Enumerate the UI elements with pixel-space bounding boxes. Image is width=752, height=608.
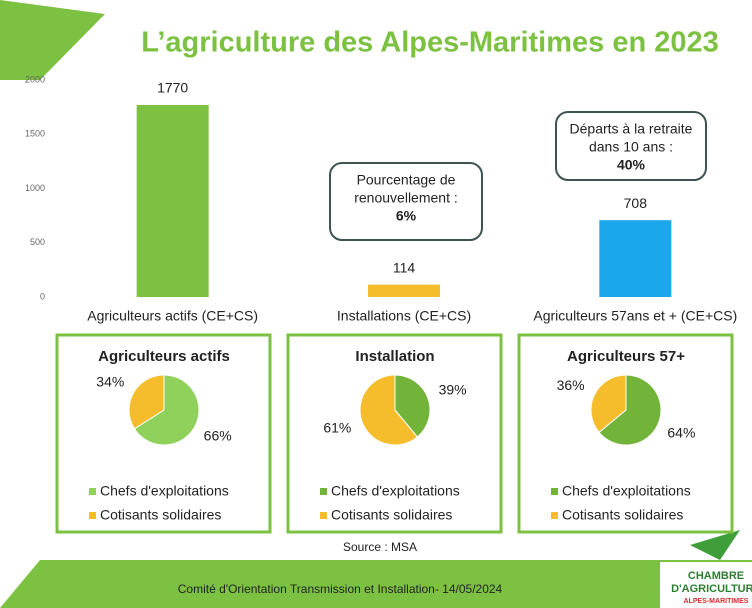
slide-title: L’agriculture des Alpes-Maritimes en 202… (141, 27, 719, 59)
pie-slice (128, 374, 165, 430)
slice-label: 36% (557, 377, 585, 393)
y-tick-label: 1500 (25, 129, 45, 139)
corner-triangle (0, 0, 105, 80)
annotation-box (555, 111, 707, 181)
pie-slice (590, 374, 627, 434)
legend-label: Chefs d'exploitations (331, 483, 460, 499)
annotation-box (329, 162, 483, 241)
footer-text: Comité d'Orientation Transmission et Ins… (178, 582, 503, 596)
y-tick-label: 1000 (25, 183, 45, 193)
legend-label: Chefs d'exploitations (562, 483, 691, 499)
legend-swatch (551, 488, 558, 495)
slice-label: 39% (439, 382, 467, 398)
slice-label: 66% (204, 428, 232, 444)
pie-title: Agriculteurs actifs (98, 348, 230, 365)
annotation-text: dans 10 ans : (589, 139, 673, 155)
legend-swatch (551, 512, 558, 519)
value-label: 708 (624, 195, 648, 211)
annotation-emphasis: 40% (617, 157, 646, 173)
logo-text: ALPES-MARITIMES (684, 598, 749, 605)
pie-title: Installation (355, 348, 434, 365)
pie-slice (598, 374, 662, 446)
pie-title: Agriculteurs 57+ (567, 348, 685, 365)
annotation-emphasis: 6% (396, 208, 417, 224)
annotation-text: Pourcentage de (357, 172, 456, 188)
slice-label: 61% (323, 420, 351, 436)
logo-text: CHAMBRE (688, 570, 744, 582)
source: Source : MSA (343, 540, 417, 554)
annotation-text: Départs à la retraite (570, 121, 693, 137)
legend-swatch (320, 512, 327, 519)
x-tick-label: Installations (CE+CS) (337, 308, 471, 324)
value-label: 114 (393, 259, 416, 275)
y-tick-label: 500 (30, 237, 45, 247)
legend-label: Cotisants solidaires (331, 507, 452, 523)
logo-bg (660, 562, 752, 608)
slice-label: 34% (96, 374, 124, 390)
x-tick-label: Agriculteurs 57ans et + (CE+CS) (533, 308, 737, 324)
bar (136, 104, 209, 297)
y-tick-label: 2000 (25, 74, 45, 84)
bar (368, 284, 440, 297)
pie-slice (133, 374, 200, 446)
legend-label: Cotisants solidaires (100, 507, 221, 523)
slice-label: 64% (667, 425, 695, 441)
logo-text: D'AGRICULTURE (671, 583, 752, 595)
x-tick-label: Agriculteurs actifs (CE+CS) (87, 308, 258, 324)
pie-slice (394, 374, 431, 438)
legend-swatch (89, 512, 96, 519)
pie-slice (359, 374, 419, 446)
y-tick-label: 0 (40, 291, 45, 301)
bar (599, 220, 672, 297)
legend-label: Cotisants solidaires (562, 507, 683, 523)
legend-swatch (320, 488, 327, 495)
footer-band (0, 560, 752, 608)
legend-swatch (89, 488, 96, 495)
legend-label: Chefs d'exploitations (100, 483, 229, 499)
annotation-text: renouvellement : (354, 190, 458, 206)
value-label: 1770 (157, 80, 188, 96)
logo-mark (690, 530, 740, 560)
